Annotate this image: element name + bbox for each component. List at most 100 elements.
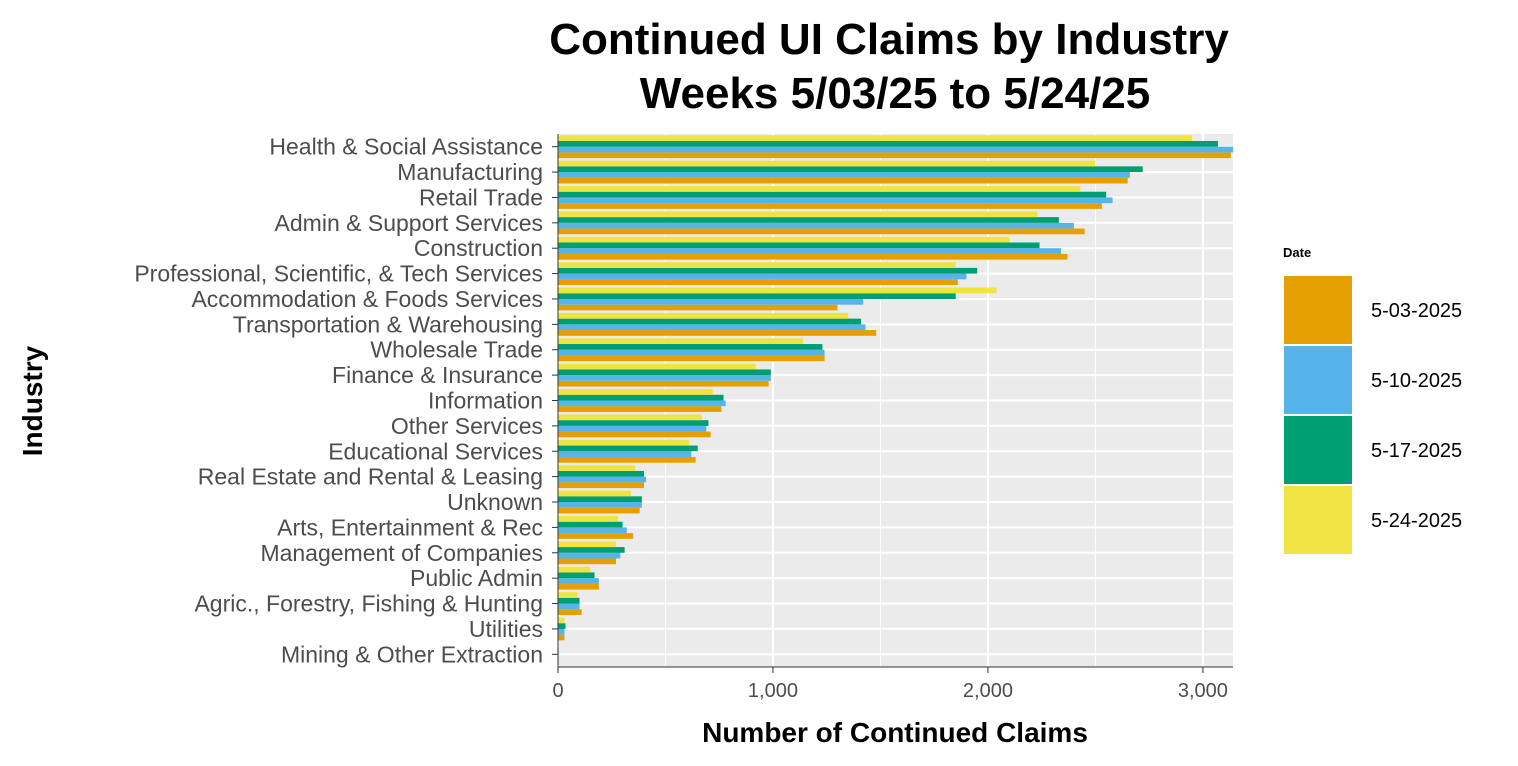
bar [558, 628, 565, 635]
bar [558, 267, 978, 274]
bar [558, 160, 1096, 167]
bar [558, 465, 636, 471]
legend-key [1282, 484, 1354, 556]
bar [558, 431, 711, 438]
category-label: Arts, Entertainment & Rec [277, 514, 543, 540]
category-label: Admin & Support Services [275, 210, 543, 236]
bar [558, 140, 1218, 147]
bar [558, 338, 804, 345]
bar [558, 507, 640, 514]
bar [558, 400, 726, 407]
bar [558, 502, 642, 508]
bar [558, 476, 647, 483]
bar [558, 572, 595, 579]
x-tick-label: 2,000 [963, 680, 1013, 702]
bar [558, 330, 877, 336]
y-axis-title: Industry [17, 345, 48, 456]
bar [558, 445, 698, 452]
bar [558, 609, 582, 615]
legend-key [1282, 274, 1354, 346]
bar [558, 456, 696, 463]
bar [558, 425, 707, 432]
bar [558, 279, 958, 286]
bar [558, 186, 1081, 192]
category-label: Transportation & Warehousing [233, 311, 543, 337]
category-label: Accommodation & Foods Services [191, 286, 543, 312]
category-label: Utilities [469, 616, 543, 642]
legend-label: 5-03-2025 [1371, 300, 1462, 322]
legend-label: 5-17-2025 [1371, 440, 1462, 462]
bar [558, 211, 1038, 218]
category-label: Manufacturing [397, 159, 543, 185]
bar [558, 228, 1085, 235]
bar [558, 273, 967, 280]
category-label: Mining & Other Extraction [281, 641, 543, 667]
legend-title: Date [1283, 245, 1311, 260]
bar [558, 222, 1074, 229]
category-label: Professional, Scientific, & Tech Service… [134, 261, 543, 287]
bar [558, 248, 1062, 254]
category-label: Unknown [447, 489, 543, 515]
bar [558, 166, 1143, 173]
chart-title-line-1: Continued UI Claims by Industry [549, 15, 1229, 64]
bar [558, 293, 956, 299]
bar [558, 191, 1107, 198]
bar [558, 515, 619, 522]
bar [558, 578, 599, 584]
bar [558, 304, 838, 311]
legend-key [1282, 344, 1354, 416]
bar [558, 172, 1130, 178]
legend-label: 5-10-2025 [1371, 370, 1462, 392]
bar [558, 287, 997, 294]
bar [558, 344, 823, 350]
bar [558, 603, 580, 610]
legend-key [1282, 414, 1354, 486]
category-label: Agric., Forestry, Fishing & Hunting [194, 591, 543, 617]
bar [558, 597, 580, 604]
category-label: Retail Trade [419, 184, 543, 210]
bar [558, 541, 617, 548]
category-labels: Health & Social AssistanceManufacturingR… [134, 134, 559, 667]
bar [558, 414, 703, 421]
legend-label: 5-24-2025 [1371, 510, 1462, 532]
bar [558, 236, 1010, 243]
category-label: Management of Companies [260, 540, 543, 566]
category-label: Real Estate and Rental & Leasing [198, 464, 543, 490]
category-label: Finance & Insurance [332, 362, 543, 388]
bar [558, 262, 956, 268]
bar [558, 242, 1040, 249]
bar [558, 152, 1231, 159]
bar [558, 177, 1128, 184]
bar [558, 634, 565, 641]
bar [558, 298, 864, 305]
bar [558, 349, 825, 356]
category-label: Wholesale Trade [370, 337, 543, 363]
bar [558, 558, 617, 565]
bar [558, 527, 627, 534]
bar [558, 490, 632, 497]
bar [558, 552, 621, 559]
bar [558, 203, 1102, 209]
bar [558, 253, 1068, 260]
bar [558, 380, 769, 387]
category-label: Construction [414, 235, 543, 261]
category-label: Health & Social Assistance [269, 134, 543, 160]
category-label: Other Services [391, 413, 543, 439]
legend: Date 5-03-2025 5-10-2025 5-17-2025 5-24-202… [1282, 245, 1462, 556]
bar [558, 394, 724, 401]
category-label: Educational Services [328, 438, 543, 464]
bar [558, 592, 578, 598]
bar [558, 406, 722, 412]
x-tick-label: 0 [552, 680, 563, 702]
bar [558, 521, 623, 528]
x-tick-labels: 0 1,000 2,000 3,000 [552, 666, 1233, 702]
bar [558, 324, 866, 331]
bar [558, 533, 634, 539]
bar [558, 217, 1059, 223]
x-axis-title: Number of Continued Claims [702, 717, 1088, 748]
category-label: Information [428, 388, 543, 414]
bar [558, 583, 599, 590]
bar [558, 355, 825, 362]
bar [558, 146, 1233, 153]
bar [558, 547, 625, 553]
